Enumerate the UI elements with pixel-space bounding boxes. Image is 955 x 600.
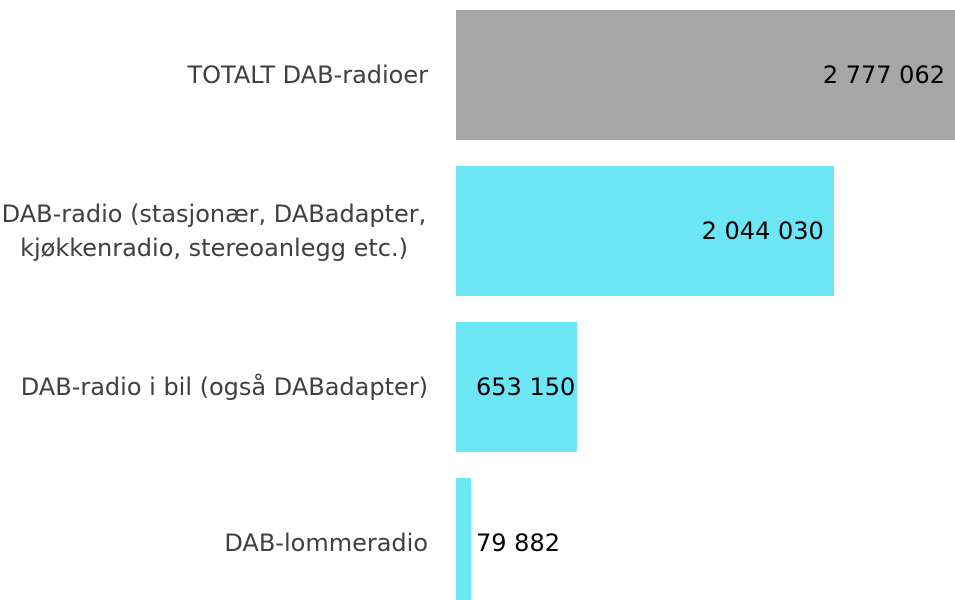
value-label: 653 150 (476, 373, 576, 401)
value-label: 2 777 062 (822, 61, 945, 89)
bar (456, 322, 577, 452)
category-label: DAB-radio (stasjonær, DABadapter, kjøkke… (1, 200, 427, 262)
bar (456, 478, 471, 600)
category-label-box: DAB-radio i bil (også DABadapter) (0, 322, 428, 452)
value-label: 2 044 030 (701, 217, 824, 245)
bar (456, 166, 834, 296)
category-label-box: DAB-radio (stasjonær, DABadapter, kjøkke… (0, 166, 428, 296)
category-label: TOTALT DAB-radioer (187, 61, 428, 89)
category-label-box: TOTALT DAB-radioer (0, 10, 428, 140)
bar (456, 10, 955, 140)
category-label: DAB-lommeradio (224, 529, 428, 557)
category-label-box: DAB-lommeradio (0, 478, 428, 600)
category-label: DAB-radio i bil (også DABadapter) (20, 373, 428, 401)
value-label: 79 882 (476, 529, 560, 557)
